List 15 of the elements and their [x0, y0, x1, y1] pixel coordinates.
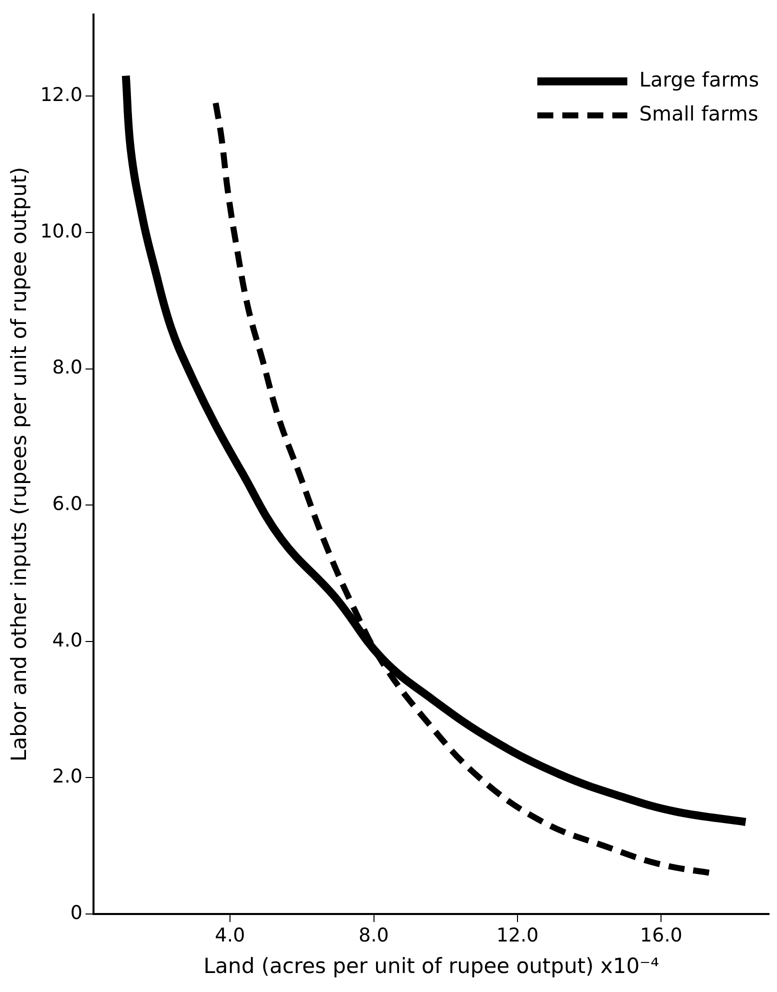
y-tick-label: 0	[70, 902, 83, 924]
y-tick-label: 4.0	[52, 629, 83, 652]
x-tick-label: 8.0	[358, 924, 389, 946]
legend-label: Large farms	[639, 68, 760, 92]
y-axis-title: Labor and other inputs (rupees per unit of rupee output)	[7, 166, 32, 762]
y-tick-label: 2.0	[52, 766, 83, 788]
y-tick-label: 8.0	[52, 356, 83, 379]
x-tick-label: 12.0	[496, 924, 539, 946]
y-tick-label: 12.0	[40, 84, 83, 106]
x-tick-label: 16.0	[640, 924, 682, 946]
x-tick-label: 4.0	[214, 924, 246, 946]
legend-label: Small farms	[639, 102, 758, 126]
y-tick-label: 6.0	[52, 493, 83, 516]
y-tick-label: 10.0	[40, 220, 83, 242]
x-axis-title: Land (acres per unit of rupee output) x10⁻⁴	[203, 954, 660, 978]
